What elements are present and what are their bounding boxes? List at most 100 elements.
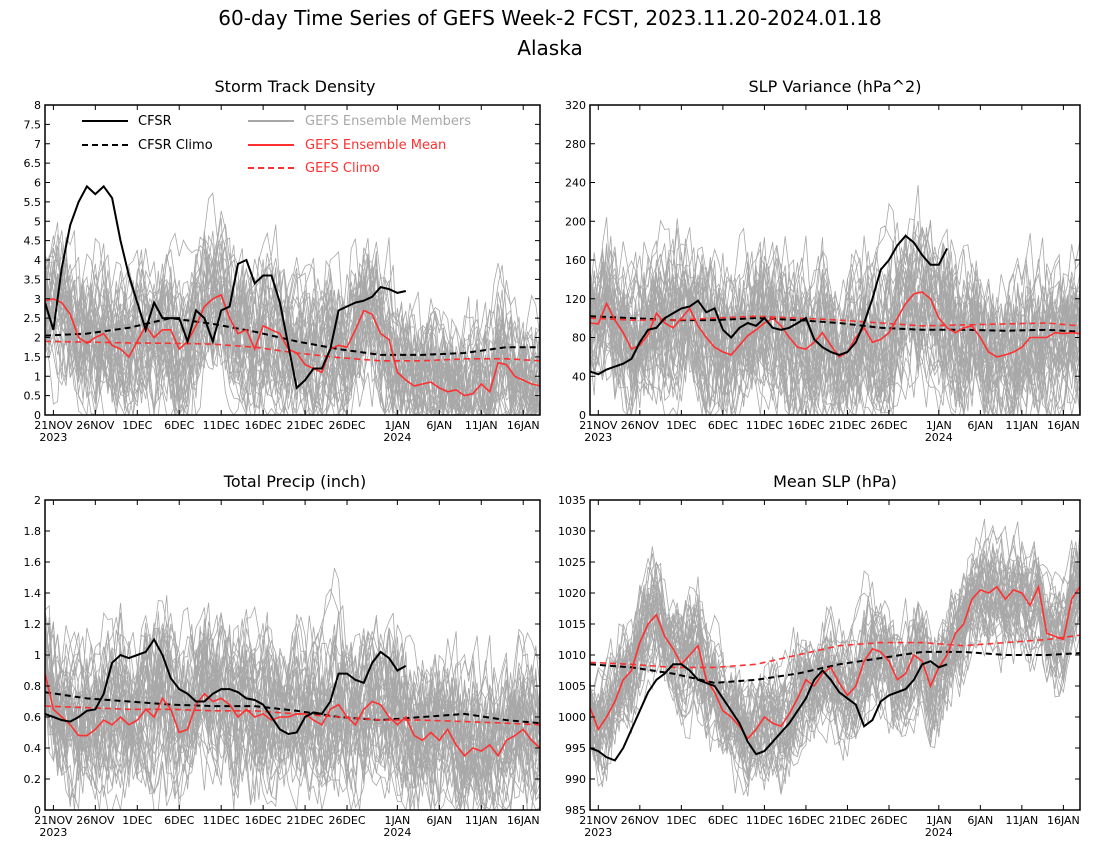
panel-title: Storm Track Density: [215, 77, 376, 96]
panel-storm-track-density: Storm Track Density 0 0.5 1 1.5 2 2.5 3 3.5 4 4.5…: [24, 77, 541, 444]
x-tick-label: 1JAN: [384, 419, 410, 432]
y-tick-label: 0: [579, 409, 586, 422]
x-tick-label: 26DEC: [328, 814, 365, 827]
ensemble-member-line: [45, 611, 540, 810]
y-tick-label: 320: [565, 99, 586, 112]
ensemble-member-line: [45, 624, 540, 810]
x-tick-label: 16DEC: [787, 814, 824, 827]
ensemble-member-line: [45, 622, 540, 792]
ensemble-member-line: [590, 559, 1080, 782]
x-tick-label: 21NOV: [579, 814, 618, 827]
y-tick-label: 995: [565, 742, 586, 755]
y-tick-label: 6: [34, 177, 41, 190]
x-tick-label: 6JAN: [426, 419, 452, 432]
y-tick-label: 3: [34, 293, 41, 306]
x-tick-label: 21NOV: [34, 419, 73, 432]
x-tick-year-label: 2023: [39, 826, 67, 839]
x-tick-label: 1JAN: [926, 419, 952, 432]
x-tick-label: 21DEC: [829, 419, 866, 432]
x-tick-label: 1DEC: [666, 814, 696, 827]
legend-label-cfsr-climo: CFSR Climo: [138, 138, 213, 153]
ensemble-members: [45, 567, 540, 810]
ensemble-member-line: [45, 607, 540, 810]
ensemble-member-line: [590, 552, 1080, 787]
x-tick-label: 21DEC: [829, 814, 866, 827]
legend-label-cfsr: CFSR: [138, 114, 172, 129]
x-tick-label: 1DEC: [122, 814, 152, 827]
x-tick-label: 16JAN: [1047, 419, 1080, 432]
x-tick-label: 6JAN: [426, 814, 452, 827]
ensemble-members: [45, 192, 540, 415]
x-tick-label: 1DEC: [122, 419, 152, 432]
series-line-cfsr: [590, 234, 948, 376]
panel-title: Total Precip (inch): [223, 472, 366, 491]
x-tick-label: 11DEC: [203, 419, 240, 432]
y-tick-label: 0.2: [24, 773, 42, 786]
x-tick-year-label: 2023: [584, 431, 612, 444]
x-tick-label: 1JAN: [384, 814, 410, 827]
ensemble-member-line: [590, 550, 1080, 759]
x-tick-label: 11DEC: [203, 814, 240, 827]
y-tick-label: 2.5: [24, 312, 42, 325]
y-tick-label: 1030: [558, 525, 586, 538]
y-tick-label: 0: [34, 804, 41, 817]
x-tick-label: 26NOV: [76, 814, 115, 827]
ensemble-member-line: [590, 559, 1080, 794]
x-tick-label: 1JAN: [926, 814, 952, 827]
x-tick-label: 16JAN: [1047, 814, 1080, 827]
y-tick-label: 8: [34, 99, 41, 112]
legend-label-gefs-mean: GEFS Ensemble Mean: [305, 138, 446, 153]
x-tick-year-label: 2024: [383, 826, 411, 839]
x-tick-label: 11DEC: [746, 814, 783, 827]
y-tick-label: 1010: [558, 649, 586, 662]
x-tick-label: 21NOV: [34, 814, 73, 827]
series-line-gefs-ensemble-mean: [590, 584, 1080, 741]
y-tick-label: 2: [34, 332, 41, 345]
x-tick-label: 6DEC: [164, 814, 194, 827]
y-tick-label: 1.4: [24, 587, 42, 600]
ensemble-member-line: [45, 259, 540, 415]
series-line-gefs-climo: [590, 315, 1080, 327]
x-tick-label: 26DEC: [870, 814, 907, 827]
y-tick-label: 5: [34, 215, 41, 228]
y-tick-label: 5.5: [24, 196, 42, 209]
y-tick-label: 0.5: [24, 390, 42, 403]
x-tick-label: 6JAN: [967, 419, 993, 432]
ensemble-member-line: [45, 628, 540, 810]
x-tick-label: 26NOV: [621, 814, 660, 827]
x-tick-label: 26DEC: [328, 419, 365, 432]
y-tick-label: 3.5: [24, 273, 42, 286]
legend: CFSR CFSR Climo GEFS Ensemble Members GE…: [82, 114, 471, 176]
y-tick-label: 1025: [558, 556, 586, 569]
y-tick-label: 1000: [558, 711, 586, 724]
y-tick-label: 1.2: [24, 618, 42, 631]
ensemble-member-line: [590, 537, 1080, 772]
y-tick-label: 990: [565, 773, 586, 786]
ensemble-member-line: [590, 524, 1080, 782]
legend-label-gefs-climo: GEFS Climo: [305, 161, 380, 176]
panel-total-precip: Total Precip (inch) 0 0.2 0.4 0.6 0.8 1 1.2 1.4…: [24, 472, 541, 839]
ensemble-member-line: [590, 254, 1080, 415]
panel-title: Mean SLP (hPa): [773, 472, 897, 491]
ensemble-member-line: [45, 243, 540, 415]
x-tick-label: 6DEC: [164, 419, 194, 432]
x-tick-label: 26NOV: [76, 419, 115, 432]
y-tick-label: 985: [565, 804, 586, 817]
x-tick-label: 16JAN: [507, 419, 540, 432]
y-tick-label: 7.5: [24, 118, 42, 131]
ensemble-member-line: [45, 613, 540, 810]
series-line-gefs-ensemble-mean: [590, 291, 1080, 358]
panel-title: SLP Variance (hPa^2): [749, 77, 922, 96]
ensemble-member-line: [590, 227, 1080, 415]
legend-label-gefs-members: GEFS Ensemble Members: [305, 114, 471, 129]
x-tick-label: 16DEC: [245, 419, 282, 432]
series-line-cfsr-climo: [590, 650, 1080, 684]
ensemble-member-line: [45, 230, 540, 415]
ensemble-member-line: [45, 605, 540, 810]
ensemble-member-line: [590, 524, 1080, 787]
x-tick-label: 11DEC: [746, 419, 783, 432]
x-tick-label: 11JAN: [1005, 814, 1038, 827]
x-tick-year-label: 2023: [584, 826, 612, 839]
series-line-cfsr-climo: [45, 317, 540, 356]
